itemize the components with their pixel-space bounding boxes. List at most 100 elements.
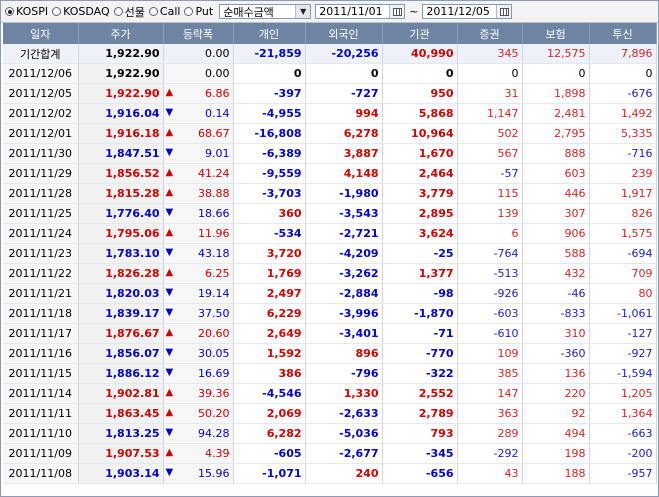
foreign-cell: 994 [305, 103, 383, 124]
securities-cell: 147 [457, 383, 523, 404]
date-to-field[interactable]: 2011/12/05 [422, 4, 513, 19]
investment-trust-cell: 1,575 [589, 223, 657, 244]
table-row[interactable]: 2011/12/06 1,922.90 0.00 0 0 0 0 0 0 [3, 63, 657, 84]
table-row[interactable]: 2011/11/21 1,820.03 ▼ 19.14 2,497 -2,884 -98 -9… [3, 283, 657, 304]
up-arrow-icon: ▲ [165, 167, 174, 178]
securities-cell: 109 [457, 343, 523, 364]
table-row[interactable]: 2011/11/18 1,839.17 ▼ 37.50 6,229 -3,996 -1,87… [3, 303, 657, 324]
metric-select[interactable]: 순매수금액 ▼ [219, 4, 312, 19]
column-header-5[interactable]: 기관 [382, 23, 458, 44]
market-radio-1[interactable]: KOSDAQ [52, 1, 110, 22]
securities-cell: 289 [457, 423, 523, 444]
table-row[interactable]: 2011/11/29 1,856.52 ▲ 41.24 -9,559 4,148 2,464… [3, 163, 657, 184]
table-row[interactable]: 2011/11/15 1,886.12 ▼ 16.69 386 -796 -322 385 13… [3, 363, 657, 384]
investment-trust-cell: 0 [589, 63, 657, 84]
calendar-button-from[interactable] [389, 5, 405, 18]
market-radio-3[interactable]: Call [148, 1, 181, 22]
table-row[interactable]: 2011/11/11 1,863.45 ▲ 50.20 2,069 -2,633 2,789… [3, 403, 657, 424]
change-cell: 0.00 [163, 63, 234, 84]
table-row[interactable]: 2011/11/16 1,856.07 ▼ 30.05 1,592 896 -770 109-… [3, 343, 657, 364]
foreign-cell: -3,262 [305, 263, 383, 284]
calendar-button-to[interactable] [496, 5, 512, 18]
table-row[interactable]: 2011/11/08 1,903.14 ▼ 15.96 -1,071 240 -656 43 1… [3, 463, 657, 484]
change-cell: ▼ 37.50 [163, 303, 234, 324]
foreign-cell: 240 [305, 463, 383, 484]
change-value: 0.14 [205, 107, 230, 120]
individual-cell: -3,703 [233, 183, 306, 204]
up-arrow-icon: ▲ [165, 447, 174, 458]
table-row[interactable]: 2011/11/14 1,902.81 ▲ 39.36 -4,546 1,330 2,552… [3, 383, 657, 404]
date-cell: 2011/11/18 [3, 303, 79, 324]
up-arrow-icon: ▲ [165, 327, 174, 338]
insurance-cell: 2,795 [522, 123, 590, 144]
change-cell: ▲ 6.25 [163, 263, 234, 284]
market-radio-2[interactable]: 선물 [113, 1, 145, 22]
investment-trust-cell: -927 [589, 343, 657, 364]
column-header-0[interactable]: 일자 [3, 23, 79, 44]
investment-trust-cell: -1,594 [589, 363, 657, 384]
column-header-1[interactable]: 주가 [78, 23, 164, 44]
column-header-7[interactable]: 보험 [522, 23, 590, 44]
column-header-6[interactable]: 증권 [457, 23, 523, 44]
insurance-cell: 446 [522, 183, 590, 204]
price-cell: 1,783.10 [78, 243, 164, 264]
price-cell: 1,922.90 [78, 44, 164, 64]
summary-row[interactable]: 기간합계 1,922.90 0.00 -21,859 -20,256 40,990 345 1… [3, 44, 657, 64]
insurance-cell: 12,575 [522, 44, 590, 64]
change-cell: ▼ 94.28 [163, 423, 234, 444]
foreign-cell: -3,543 [305, 203, 383, 224]
date-from-field[interactable]: 2011/11/01 [315, 4, 406, 19]
institution-cell: 40,990 [382, 44, 458, 64]
individual-cell: 6,229 [233, 303, 306, 324]
change-value: 11.96 [198, 227, 230, 240]
change-value: 39.36 [198, 387, 230, 400]
table-row[interactable]: 2011/11/22 1,826.28 ▲ 6.25 1,769 -3,262 1,377-… [3, 263, 657, 284]
change-cell: ▼ 30.05 [163, 343, 234, 364]
securities-cell: 363 [457, 403, 523, 424]
up-arrow-icon: ▲ [165, 187, 174, 198]
up-arrow-icon: ▲ [165, 127, 174, 138]
table-row[interactable]: 2011/11/10 1,813.25 ▼ 94.28 6,282 -5,036 793 28… [3, 423, 657, 444]
change-cell: ▲ 38.88 [163, 183, 234, 204]
column-header-3[interactable]: 개인 [233, 23, 306, 44]
down-arrow-icon: ▼ [165, 247, 174, 258]
change-value: 41.24 [198, 167, 230, 180]
table-row[interactable]: 2011/11/17 1,876.67 ▲ 20.60 2,649 -3,401 -71 -6… [3, 323, 657, 344]
table-row[interactable]: 2011/11/30 1,847.51 ▼ 9.01 -6,389 3,887 1,670 5… [3, 143, 657, 164]
chevron-down-icon[interactable]: ▼ [295, 5, 311, 18]
date-cell: 2011/11/28 [3, 183, 79, 204]
market-radio-4[interactable]: Put [184, 1, 213, 22]
individual-cell: -21,859 [233, 44, 306, 64]
institution-cell: 3,624 [382, 223, 458, 244]
table-row[interactable]: 2011/12/02 1,916.04 ▼ 0.14 -4,955 994 5,868 1,1… [3, 103, 657, 124]
market-radio-label: Call [159, 5, 181, 18]
table-row[interactable]: 2011/11/23 1,783.10 ▼ 43.18 3,720 -4,209 -25 -7… [3, 243, 657, 264]
price-cell: 1,820.03 [78, 283, 164, 304]
table-row[interactable]: 2011/11/24 1,795.06 ▲ 11.96 -534 -2,721 3,624 6… [3, 223, 657, 244]
change-value: 94.28 [198, 427, 230, 440]
up-arrow-icon: ▲ [165, 387, 174, 398]
foreign-cell: -1,980 [305, 183, 383, 204]
market-radio-0[interactable]: KOSPI [5, 1, 48, 22]
investment-trust-cell: -200 [589, 443, 657, 464]
foreign-cell: -796 [305, 363, 383, 384]
column-header-2[interactable]: 등락폭 [163, 23, 234, 44]
institution-cell: 950 [382, 83, 458, 104]
date-cell: 2011/11/09 [3, 443, 79, 464]
table-row[interactable]: 2011/11/09 1,907.53 ▲ 4.39 -605 -2,677 -345 -29… [3, 443, 657, 464]
table-row[interactable]: 2011/11/25 1,776.40 ▼ 18.66 360 -3,543 2,895 13… [3, 203, 657, 224]
table-row[interactable]: 2011/12/01 1,916.18 ▲ 68.67 -16,808 6,278 10,9… [3, 123, 657, 144]
column-header-4[interactable]: 외국인 [305, 23, 383, 44]
individual-cell: 2,069 [233, 403, 306, 424]
foreign-cell: 4,148 [305, 163, 383, 184]
investment-trust-cell: 5,335 [589, 123, 657, 144]
table-row[interactable]: 2011/11/28 1,815.28 ▲ 38.88 -3,703 -1,980 3,77… [3, 183, 657, 204]
securities-cell: 1,147 [457, 103, 523, 124]
table-row[interactable]: 2011/12/05 1,922.90 ▲ 6.86 -397 -727 950 31 1,89… [3, 83, 657, 104]
insurance-cell: 220 [522, 383, 590, 404]
date-to-value: 2011/12/05 [426, 5, 490, 18]
column-header-8[interactable]: 투신 [589, 23, 657, 44]
investment-trust-cell: 1,205 [589, 383, 657, 404]
securities-cell: 139 [457, 203, 523, 224]
